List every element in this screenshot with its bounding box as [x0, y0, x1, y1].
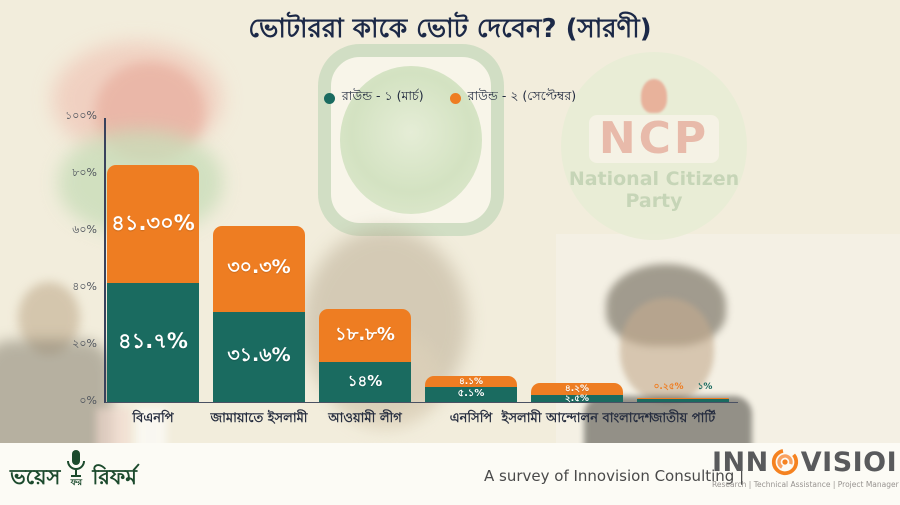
legend-item-round2: রাউন্ড - ২ (সেপ্টেম্বর) [449, 88, 577, 108]
bar-1: ৪১.৩০% ৪১.৭% বিএনপি [107, 118, 199, 426]
footer-band: ভয়েস ফর রিফর্ম A survey of Innovision C… [0, 443, 900, 505]
round1-bar-segment: ৫.১% [425, 387, 517, 402]
round1-bar-segment: ৪১.৭% [107, 283, 199, 402]
plot-area: ৪১.৩০% ৪১.৭% বিএনপি ৩০.৩% ৩১.৬% জামায়াতে ইসল… [104, 118, 739, 426]
round1-value-label: ৫.১% [457, 388, 485, 400]
round1-value-label: ১৪% [347, 371, 383, 390]
round1-value-label: ১% [697, 382, 713, 393]
y-axis-tick: ২০% [72, 337, 97, 350]
round2-bar-segment: ১৮.৮% [319, 308, 411, 363]
category-label: জাতীয় পার্টি [650, 411, 716, 426]
y-axis: ১০০% ৮০% ৬০% ৪০% ২০% ০% [0, 109, 97, 407]
vfr-word-voice: ভয়েস [10, 465, 61, 489]
round1-bar-segment [637, 399, 729, 402]
round2-bar-segment: ৪১.৩০% [107, 165, 199, 284]
round1-value-label: ৪১.৭% [118, 329, 188, 354]
innovision-text-right: VISIOI [800, 446, 898, 478]
round2-value-label: ৪১.৩০% [111, 210, 195, 235]
bar-6: ০.২৫% ১% জাতীয় পার্টি [637, 118, 729, 426]
round1-bar-segment: ১৪% [319, 362, 411, 402]
vfr-word-for: ফর [70, 478, 83, 488]
category-label: ইসলামী আন্দোলন বাংলাদেশ [501, 411, 653, 426]
innovision-logo: INN VISIOI Research | Technical Assistan… [712, 447, 899, 490]
innovision-spiral-o-icon [771, 448, 798, 476]
microphone-icon [67, 450, 86, 477]
round2-bar-segment: ৪.১% [425, 375, 517, 388]
bar-value-labels-above: ০.২৫% ১% [613, 379, 753, 394]
legend-label-round2: রাউন্ড - ২ (সেপ্টেম্বর) [467, 88, 577, 103]
y-axis-tick: ৪০% [72, 280, 97, 293]
bar-3: ১৮.৮% ১৪% আওয়ামী লীগ [319, 118, 411, 426]
bar-5: ৪.২% ২.৫% ইসলামী আন্দোলন বাংলাদেশ [502, 118, 652, 426]
innovision-tagline: Research | Technical Assistance | Projec… [712, 480, 899, 489]
chart-legend: রাউন্ড - ১ (মার্চ) রাউন্ড - ২ (সেপ্টেম্ব… [0, 88, 900, 108]
innovision-wordmark: INN VISIOI [712, 447, 898, 477]
y-axis-tick: ৮০% [72, 166, 97, 179]
category-label: বিএনপি [132, 411, 174, 426]
round2-value-label: ০.২৫% [653, 382, 684, 393]
page-title: ভোটাররা কাকে ভোট দেবেন? (সারণী) [248, 14, 652, 44]
y-axis-tick: ০% [79, 394, 97, 407]
round1-value-label: ৩১.৬% [227, 343, 291, 366]
round2-value-label: ৩০.৩% [227, 255, 291, 278]
round1-color-dot-icon [323, 92, 335, 104]
bar-4: ৪.১% ৫.১% এনসিপি [425, 118, 517, 426]
round2-color-dot-icon [449, 92, 461, 104]
legend-label-round1: রাউন্ড - ১ (মার্চ) [341, 88, 424, 103]
round2-value-label: ১৮.৮% [335, 323, 395, 345]
round2-value-label: ৪.১% [458, 377, 484, 388]
vfr-mic-column: ফর [65, 449, 87, 488]
category-label: এনসিপি [449, 411, 493, 426]
category-label: জামায়াতে ইসলামী [210, 411, 308, 426]
round1-bar-segment: ২.৫% [531, 394, 623, 404]
legend-item-round1: রাউন্ড - ১ (মার্চ) [323, 88, 424, 108]
y-axis-tick: ৬০% [72, 223, 97, 236]
category-label: আওয়ামী লীগ [328, 411, 402, 426]
round1-value-label: ২.৫% [564, 393, 590, 404]
bars-area: ৪১.৩০% ৪১.৭% বিএনপি ৩০.৩% ৩১.৬% জামায়াতে ইসল… [107, 118, 739, 426]
voice-for-reform-logo: ভয়েস ফর রিফর্ম [10, 449, 137, 488]
round1-bar-segment: ৩১.৬% [213, 311, 305, 402]
survey-credit-text: A survey of Innovision Consulting | [484, 467, 745, 485]
innovision-text-left: INN [712, 446, 769, 478]
y-axis-tick: ১০০% [65, 109, 97, 122]
vfr-word-reform: রিফর্ম [92, 465, 137, 489]
round2-bar-segment: ৩০.৩% [213, 225, 305, 312]
bar-2: ৩০.৩% ৩১.৬% জামায়াতে ইসলামী [210, 118, 308, 426]
